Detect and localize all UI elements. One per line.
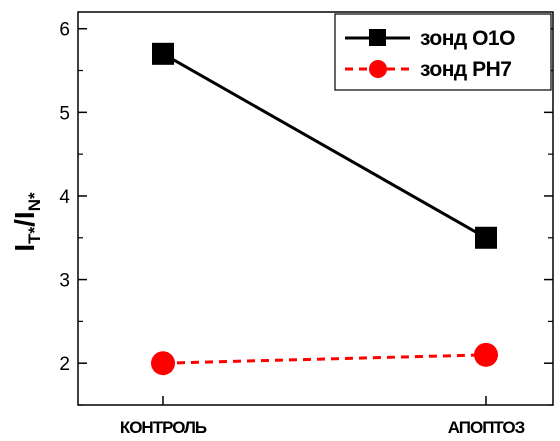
x-axis: КОНТРОЛЬ АПОПТОЗ bbox=[120, 396, 526, 437]
y-axis-title-sub1: T* bbox=[25, 226, 44, 243]
y-tick-label: 4 bbox=[59, 187, 70, 208]
y-axis-title-slash: / bbox=[9, 219, 40, 227]
data-point-series-1 bbox=[475, 226, 497, 249]
data-point-series-1 bbox=[152, 42, 174, 65]
y-axis-title-main2: I bbox=[9, 211, 40, 219]
legend-label-series-1: зонд О1О bbox=[420, 27, 515, 50]
y-tick-label: 2 bbox=[59, 354, 70, 375]
y-tick-label: 3 bbox=[59, 271, 70, 292]
y-axis-title-main1: I bbox=[9, 244, 40, 252]
y-axis-title-sub2: N* bbox=[25, 192, 44, 211]
plot-frame bbox=[77, 11, 554, 406]
x-tick-label: АПОПТОЗ bbox=[448, 418, 525, 437]
legend-box bbox=[334, 13, 552, 91]
x-tick-label: КОНТРОЛЬ bbox=[120, 418, 207, 437]
y-tick-label: 5 bbox=[59, 103, 70, 124]
data-point-series-2 bbox=[151, 351, 175, 376]
legend: зонд О1О зонд PH7 bbox=[334, 13, 552, 91]
series-line-1 bbox=[162, 52, 487, 240]
series-layer bbox=[151, 42, 498, 376]
legend-label-series-2: зонд PH7 bbox=[420, 58, 511, 81]
y-axis-title: IT*/IN* bbox=[9, 192, 44, 252]
legend-marker-series-2 bbox=[369, 60, 387, 78]
legend-marker-series-1 bbox=[369, 29, 386, 46]
data-point-series-2 bbox=[474, 342, 498, 367]
y-tick-label: 6 bbox=[59, 20, 70, 41]
series-line-2 bbox=[162, 353, 487, 365]
